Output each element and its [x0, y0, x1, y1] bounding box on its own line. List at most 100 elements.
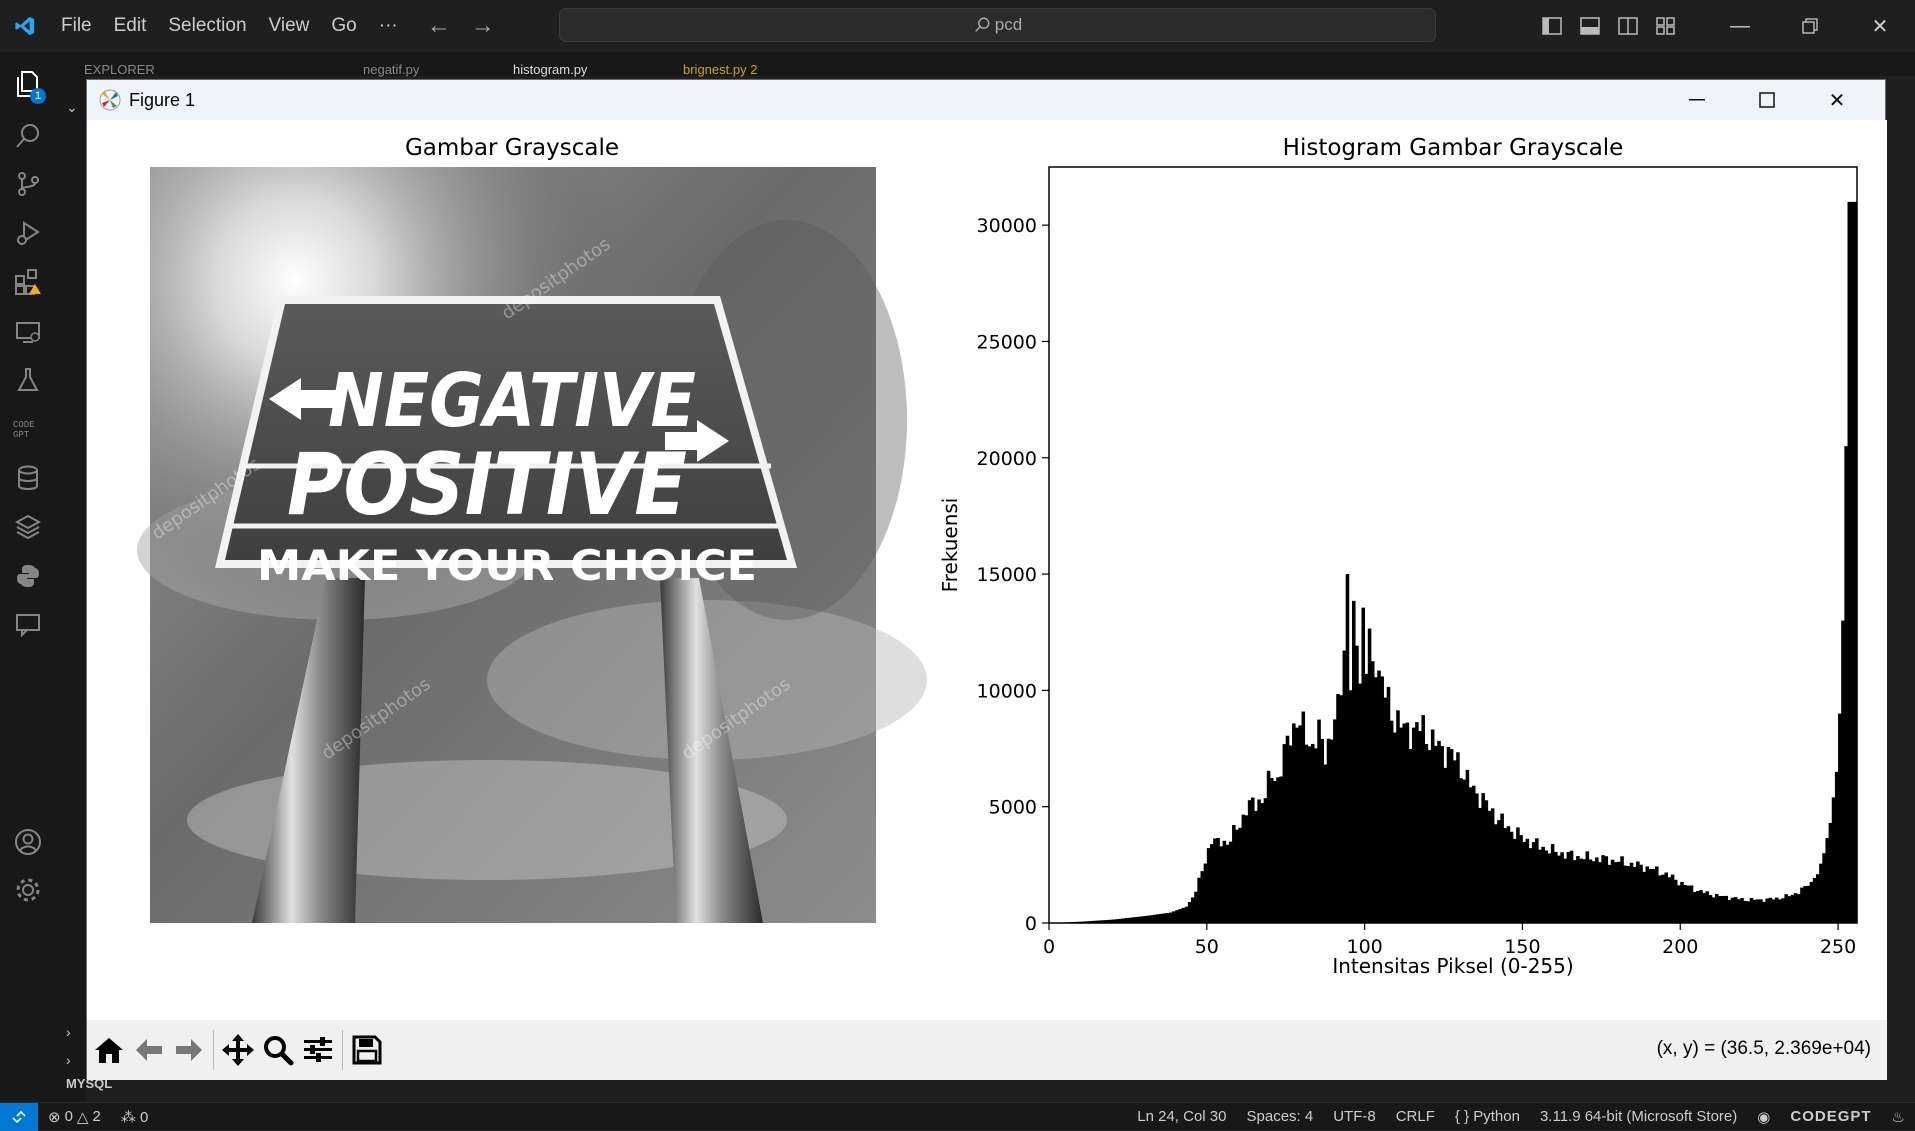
histogram-bar: [1406, 723, 1410, 923]
vscode-logo-icon: [0, 0, 50, 52]
histogram-bar: [1740, 898, 1744, 923]
testing-flask-icon[interactable]: [0, 356, 56, 404]
histogram-bar: [1456, 752, 1460, 923]
close-icon[interactable]: ✕: [1845, 14, 1915, 39]
error-icon: ⊗: [48, 1108, 61, 1126]
indentation[interactable]: Spaces: 4: [1237, 1108, 1324, 1125]
search-icon: [973, 16, 991, 34]
histogram-bar: [1245, 815, 1249, 923]
run-debug-icon[interactable]: [0, 208, 56, 256]
toggle-panel-icon[interactable]: [1571, 17, 1609, 35]
account-icon[interactable]: [0, 818, 56, 866]
histogram-bar: [1535, 838, 1539, 923]
menu-view[interactable]: View: [258, 15, 321, 37]
histogram-bar: [1257, 799, 1261, 923]
x-tick-label: 200: [1662, 936, 1698, 958]
menu-edit[interactable]: Edit: [103, 15, 158, 37]
histogram-bar: [1762, 902, 1766, 923]
notifications-bell-icon[interactable]: ♨: [1882, 1108, 1915, 1126]
remote-indicator-icon[interactable]: [0, 1103, 38, 1131]
histogram-bar: [1425, 744, 1429, 923]
restore-icon[interactable]: [1775, 18, 1845, 34]
customize-layout-icon[interactable]: [1647, 17, 1685, 35]
problems-indicator[interactable]: ⊗0 △2: [38, 1108, 111, 1126]
remote-explorer-icon[interactable]: [0, 308, 56, 356]
encoding[interactable]: UTF-8: [1323, 1108, 1386, 1125]
figure-window-title: Figure 1: [129, 90, 195, 111]
histogram-bar: [1251, 798, 1255, 923]
histogram-bar: [1330, 740, 1334, 923]
histogram-bar: [1532, 842, 1536, 923]
chat-icon[interactable]: [0, 600, 56, 648]
histogram-bar: [1377, 671, 1381, 923]
toggle-secondary-sidebar-icon[interactable]: [1609, 17, 1647, 35]
histogram-bar: [1598, 862, 1602, 923]
python-icon[interactable]: [0, 552, 56, 600]
editor-area: [1885, 76, 1915, 1102]
menu-file[interactable]: File: [50, 15, 103, 37]
histogram-bar: [1769, 898, 1773, 923]
histogram-bar: [1848, 202, 1852, 923]
tab-negatif[interactable]: negatif.py: [363, 62, 419, 77]
menu-more[interactable]: ···: [368, 15, 409, 37]
figure-maximize-icon[interactable]: [1732, 80, 1802, 120]
histogram-bar: [1358, 684, 1362, 923]
histogram-bar: [1687, 886, 1691, 923]
source-control-icon[interactable]: [0, 160, 56, 208]
figure-close-icon[interactable]: ✕: [1802, 80, 1872, 120]
tab-brignest[interactable]: brignest.py 2: [683, 62, 757, 77]
forward-arrow-icon[interactable]: →: [461, 12, 505, 40]
back-arrow-icon[interactable]: ←: [417, 12, 461, 40]
chevron-right-icon[interactable]: ›: [66, 1024, 71, 1040]
histogram-bar: [1623, 866, 1627, 923]
sign-line-negative: NEGATIVE: [328, 358, 696, 444]
database-icon[interactable]: [0, 454, 56, 502]
histogram-bar: [1191, 897, 1195, 923]
codegpt-status[interactable]: CODEGPT: [1780, 1108, 1881, 1125]
histogram-bar: [1488, 811, 1492, 923]
histogram-bar: [1374, 677, 1378, 923]
histogram-bar: [1718, 896, 1722, 923]
histogram-bar: [1368, 629, 1372, 923]
save-icon[interactable]: [347, 1028, 387, 1072]
command-center-search[interactable]: pcd: [559, 8, 1436, 42]
menu-selection[interactable]: Selection: [157, 15, 257, 37]
cursor-position[interactable]: Ln 24, Col 30: [1127, 1108, 1236, 1125]
y-tick-label: 30000: [977, 215, 1037, 237]
chevron-down-icon[interactable]: ⌄: [66, 99, 78, 116]
histogram-bar: [1731, 898, 1735, 923]
python-interpreter[interactable]: 3.11.9 64-bit (Microsoft Store): [1530, 1108, 1747, 1125]
histogram-bar: [1437, 741, 1441, 923]
settings-gear-icon[interactable]: [0, 866, 56, 914]
explorer-icon[interactable]: 1: [0, 60, 56, 108]
histogram-bar: [1510, 832, 1514, 923]
histogram-bar: [1279, 776, 1283, 923]
figure-canvas[interactable]: Gambar Grayscale NEGATIVE POSITIVE MAKE …: [87, 120, 1887, 1020]
configure-subplots-icon[interactable]: [298, 1028, 338, 1072]
copilot-icon[interactable]: ◉: [1747, 1108, 1780, 1126]
search-sidebar-icon[interactable]: [0, 112, 56, 160]
minimize-icon[interactable]: —: [1705, 15, 1775, 38]
pan-icon[interactable]: [218, 1028, 258, 1072]
back-arrow-icon[interactable]: [129, 1028, 169, 1072]
figure-minimize-icon[interactable]: [1662, 80, 1732, 120]
tab-histogram[interactable]: histogram.py: [513, 62, 587, 77]
histogram-bar: [1267, 771, 1271, 923]
toggle-sidebar-icon[interactable]: [1533, 17, 1571, 35]
home-icon[interactable]: [89, 1028, 129, 1072]
layers-icon[interactable]: [0, 502, 56, 550]
menu-go[interactable]: Go: [320, 15, 367, 37]
histogram-bar: [1141, 916, 1145, 923]
histogram-bar: [1314, 748, 1318, 923]
histogram-bar: [1526, 839, 1530, 923]
ports-indicator[interactable]: ⁂ 0: [111, 1108, 159, 1126]
histogram-bar: [1567, 852, 1571, 923]
zoom-icon[interactable]: [258, 1028, 298, 1072]
forward-arrow-icon[interactable]: [169, 1028, 209, 1072]
line-endings[interactable]: CRLF: [1386, 1108, 1445, 1125]
language-mode[interactable]: { } Python: [1445, 1108, 1530, 1125]
chevron-right-icon[interactable]: ›: [66, 1052, 71, 1068]
extensions-icon[interactable]: [0, 258, 56, 306]
